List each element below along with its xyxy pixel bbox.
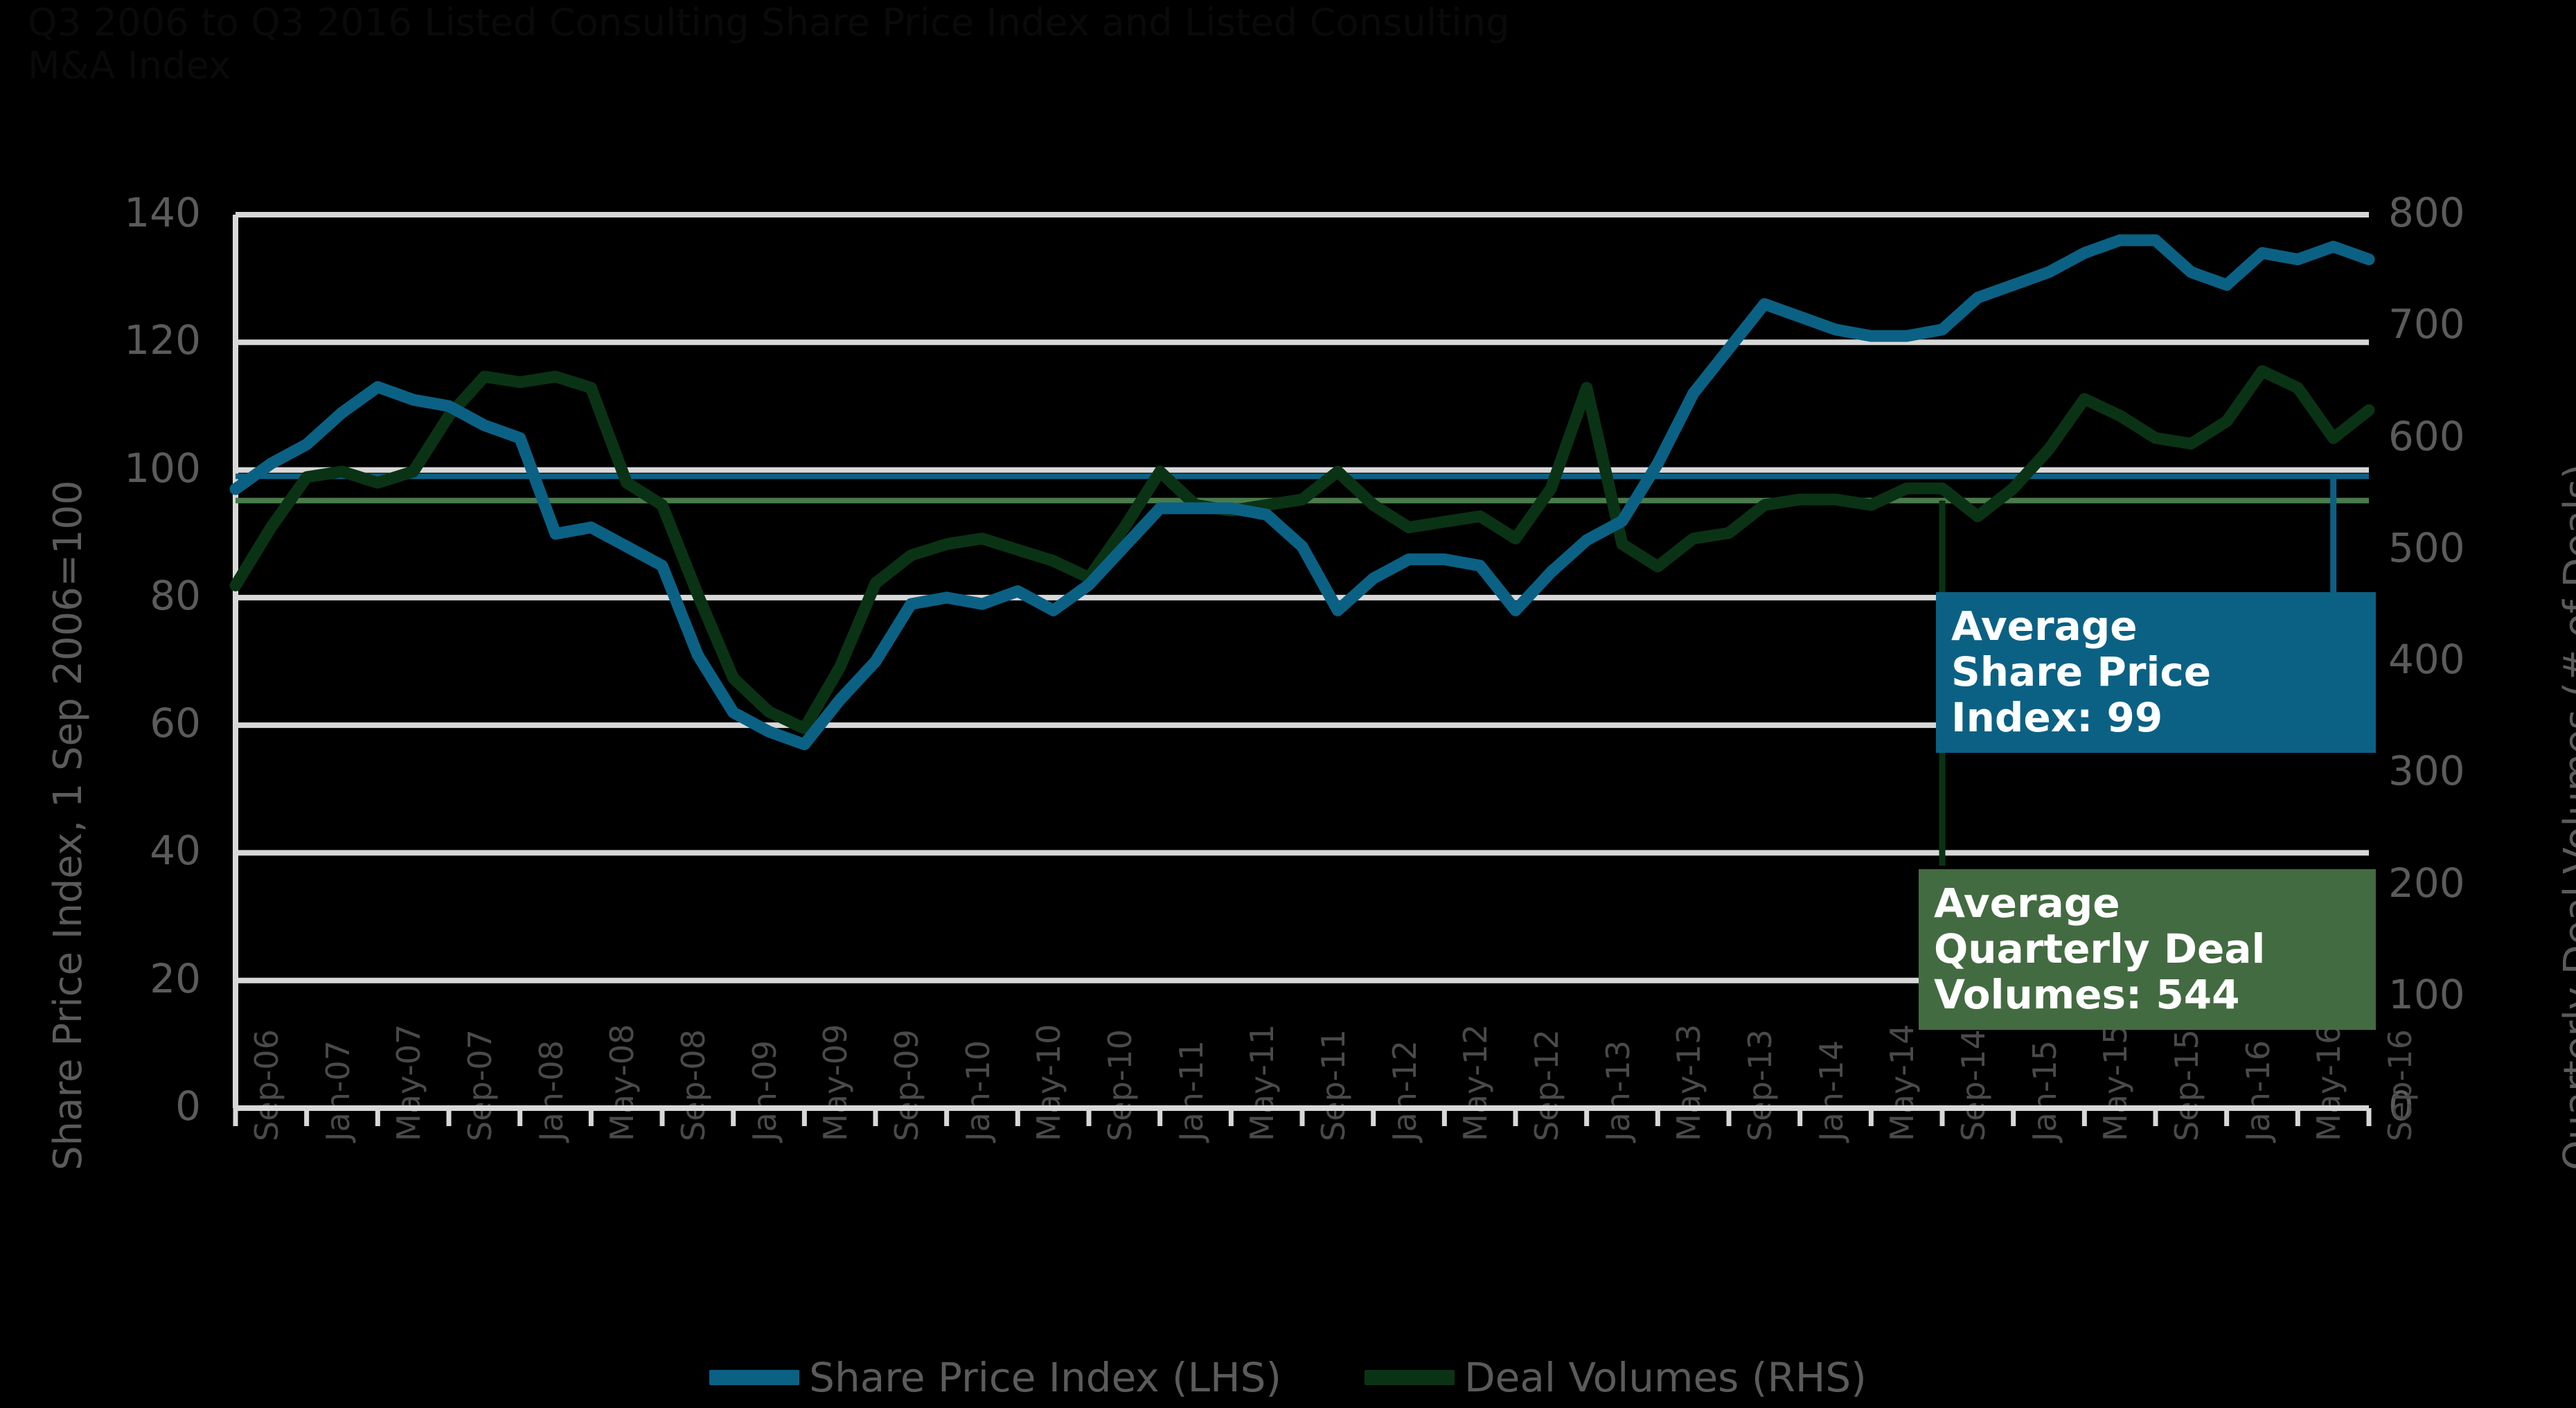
chart-legend: Share Price Index (LHS) Deal Volumes (RHS… (0, 1347, 2576, 1408)
right-axis-tick-label: 500 (2388, 524, 2465, 571)
right-axis-tick-label: 100 (2388, 970, 2465, 1018)
series-line-share-price-index (229, 234, 2375, 751)
left-axis-tick-label: 80 (150, 571, 201, 619)
legend-label: Share Price Index (LHS) (809, 1354, 1282, 1401)
x-axis-tick-label: Sep-16 (2381, 1029, 2419, 1141)
right-axis-tick-label: 700 (2388, 301, 2465, 348)
left-axis-tick-label: 60 (150, 699, 201, 747)
left-axis-tick-label: 0 (175, 1082, 201, 1130)
chart-title-line-1: Q3 2006 to Q3 2016 Listed Consulting Sha… (28, 1, 1510, 44)
legend-swatch-icon (1365, 1370, 1455, 1385)
right-axis-tick-label: 400 (2388, 636, 2465, 683)
chart-title-line-2: M&A Index (28, 44, 231, 87)
right-axis-tick-label: 0 (2388, 1082, 2414, 1130)
legend-label: Deal Volumes (RHS) (1464, 1354, 1867, 1401)
left-axis-tick-label: 40 (150, 827, 201, 875)
right-axis-tick-label: 300 (2388, 747, 2465, 795)
chart-title: Q3 2006 to Q3 2016 Listed Consulting Sha… (28, 1, 2521, 87)
series-line-deal-volumes (229, 365, 2375, 735)
callout-average-deal-volumes: Average Quarterly Deal Volumes: 544 (1919, 869, 2376, 1030)
right-axis-tick-label: 600 (2388, 412, 2465, 460)
legend-item[interactable]: Deal Volumes (RHS) (1365, 1354, 1867, 1401)
right-axis-tick-label: 800 (2388, 189, 2465, 236)
legend-item[interactable]: Share Price Index (LHS) (709, 1354, 1281, 1401)
left-axis-tick-label: 100 (124, 444, 201, 492)
left-axis-tick-label: 140 (124, 189, 201, 236)
right-axis-tick-label: 200 (2388, 859, 2465, 907)
right-axis-title: Quarterly Deal Volumes (# of Deals) (2556, 463, 2576, 1170)
left-axis-tick-label: 120 (124, 317, 201, 364)
legend-swatch-icon (709, 1370, 800, 1385)
left-axis-tick-label: 20 (150, 954, 201, 1002)
callout-average-share-price: Average Share Price Index: 99 (1936, 592, 2376, 753)
